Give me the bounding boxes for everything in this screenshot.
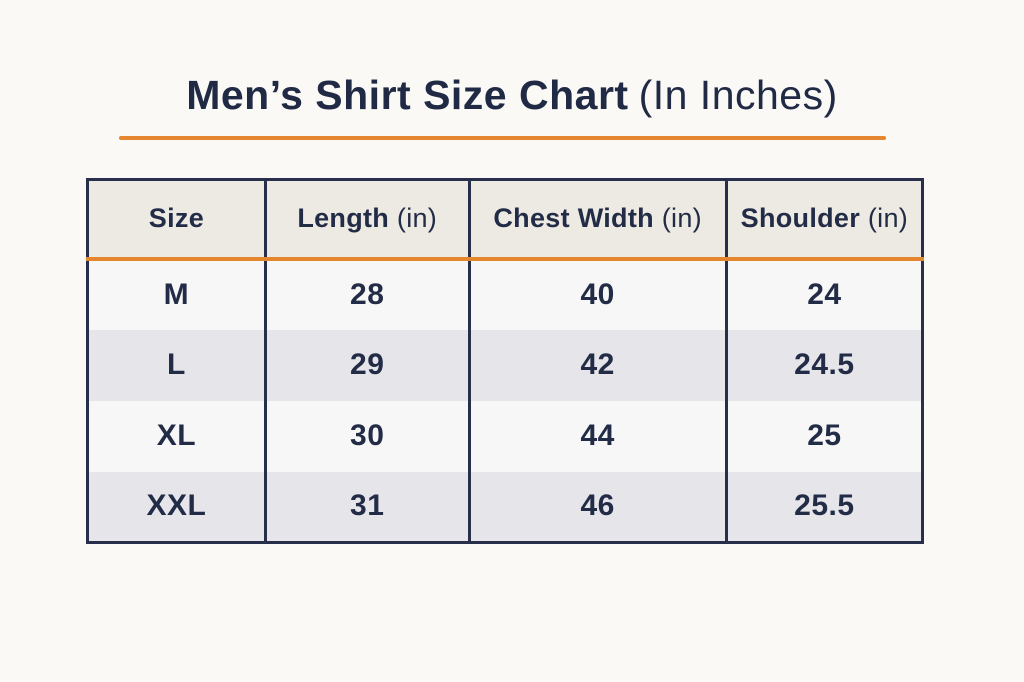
column-header-length: Length (in) (263, 179, 471, 261)
size-cell: XXL (86, 471, 267, 543)
table-row: XXL 31 46 25.5 (86, 471, 925, 543)
length-cell: 28 (263, 258, 471, 330)
shoulder-cell: 24 (724, 258, 925, 330)
page-title-suffix: (In Inches) (638, 72, 838, 118)
column-header-chest-width: Chest Width (in) (467, 179, 728, 261)
size-cell: L (86, 329, 267, 401)
page-title: Men’s Shirt Size Chart (In Inches) (0, 72, 1024, 119)
size-chart-table: Size Length (in) Chest Width (in) Should… (86, 178, 925, 544)
shoulder-cell: 25.5 (724, 471, 925, 543)
column-header-size: Size (86, 179, 267, 261)
length-cell: 30 (263, 400, 471, 472)
chest-cell: 46 (467, 471, 728, 543)
length-cell: 31 (263, 471, 471, 543)
chest-cell: 40 (467, 258, 728, 330)
title-underline-rule (119, 136, 886, 140)
size-cell: XL (86, 400, 267, 472)
column-header-shoulder: Shoulder (in) (724, 179, 925, 261)
table-row: M 28 40 24 (86, 258, 925, 330)
table-header-row: Size Length (in) Chest Width (in) Should… (86, 179, 925, 261)
chest-cell: 42 (467, 329, 728, 401)
chest-cell: 44 (467, 400, 728, 472)
page-title-main: Men’s Shirt Size Chart (186, 72, 629, 118)
shoulder-cell: 24.5 (724, 329, 925, 401)
table-row: L 29 42 24.5 (86, 329, 925, 401)
table-row: XL 30 44 25 (86, 400, 925, 472)
length-cell: 29 (263, 329, 471, 401)
size-cell: M (86, 258, 267, 330)
shoulder-cell: 25 (724, 400, 925, 472)
